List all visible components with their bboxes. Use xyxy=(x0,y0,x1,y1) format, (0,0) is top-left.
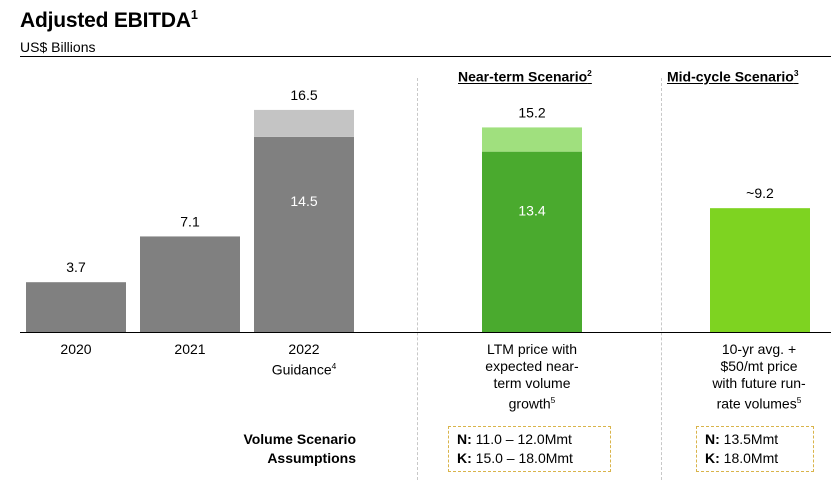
mid-cycle-assumptions-box: N: 13.5Mmt K: 18.0Mmt xyxy=(696,426,814,472)
title-rule xyxy=(20,56,831,57)
bar-2020-base xyxy=(26,282,126,332)
category-2022-guidance-text: Guidance xyxy=(271,361,332,378)
mid-n-key: N: xyxy=(705,431,720,447)
near-caption-growth-text: growth xyxy=(508,395,551,412)
mid-k-value: 18.0Mmt xyxy=(723,450,779,466)
mid-cycle-header-footnote: 3 xyxy=(793,68,799,78)
volume-scenario-line2: Assumptions xyxy=(267,450,356,466)
data-label-2022-base: 14.5 xyxy=(290,193,317,209)
page-title: Adjusted EBITDA1 xyxy=(20,8,198,33)
data-label-mid-cycle-total: ~9.2 xyxy=(746,185,774,201)
data-label-2020-total: 3.7 xyxy=(66,259,86,275)
mid-caption-line2: $50/mt price xyxy=(720,358,798,374)
category-2022-line2: Guidance4 xyxy=(240,358,368,379)
mid-k-key: K: xyxy=(705,450,720,466)
category-label-2022: 2022 Guidance4 xyxy=(240,341,368,379)
data-label-near-term-base: 13.4 xyxy=(518,203,545,219)
section-divider-right xyxy=(661,78,662,480)
mid-assumption-k: K: 18.0Mmt xyxy=(705,449,813,468)
near-term-header-footnote: 2 xyxy=(587,68,592,78)
bar-2022-base xyxy=(254,136,354,332)
category-2022-footnote: 4 xyxy=(331,361,337,371)
section-divider-left xyxy=(417,78,418,480)
category-label-mid-cycle: 10-yr avg. + $50/mt price with future ru… xyxy=(690,341,828,413)
near-k-key: K: xyxy=(457,450,472,466)
mid-caption-line3: with future run- xyxy=(712,375,806,391)
mid-n-value: 13.5Mmt xyxy=(723,431,779,447)
mid-caption-volumes-text: rate volumes xyxy=(716,395,797,412)
bar-near-term-base xyxy=(482,151,582,332)
near-caption-line4: growth5 xyxy=(460,392,604,413)
near-assumption-n: N: 11.0 – 12.0Mmt xyxy=(457,430,610,449)
mid-cycle-header-text: Mid-cycle Scenario xyxy=(667,68,794,85)
title-footnote: 1 xyxy=(190,8,198,22)
mid-caption-line1: 10-yr avg. + xyxy=(721,341,797,357)
near-caption-line1: LTM price with xyxy=(487,341,577,357)
near-k-value: 15.0 – 18.0Mmt xyxy=(475,450,573,466)
near-caption-line3: term volume xyxy=(493,375,571,391)
data-label-2021-total: 7.1 xyxy=(180,213,200,229)
near-term-header: Near-term Scenario2 xyxy=(458,68,592,85)
near-n-key: N: xyxy=(457,431,472,447)
category-label-2021: 2021 xyxy=(174,341,206,357)
data-label-near-term-total: 15.2 xyxy=(518,104,545,120)
mid-assumption-n: N: 13.5Mmt xyxy=(705,430,813,449)
bar-mid-cycle-base xyxy=(710,208,810,332)
near-term-header-text: Near-term Scenario xyxy=(458,68,588,85)
page-subtitle: US$ Billions xyxy=(20,39,96,55)
mid-caption-line4: rate volumes5 xyxy=(690,392,828,413)
near-assumption-k: K: 15.0 – 18.0Mmt xyxy=(457,449,610,468)
category-2022-line1: 2022 xyxy=(288,341,320,357)
data-label-2022-total: 16.5 xyxy=(290,87,317,103)
bar-near-term-increment xyxy=(482,127,582,152)
category-label-2020: 2020 xyxy=(60,341,92,357)
mid-caption-footnote: 5 xyxy=(796,395,802,405)
mid-cycle-header: Mid-cycle Scenario3 xyxy=(667,68,799,85)
near-caption-line2: expected near- xyxy=(485,358,579,374)
volume-scenario-label: Volume Scenario Assumptions xyxy=(196,430,356,468)
bar-2022-increment xyxy=(254,109,354,137)
volume-scenario-line1: Volume Scenario xyxy=(243,431,356,447)
bar-2021-base xyxy=(140,236,240,332)
category-label-near-term: LTM price with expected near- term volum… xyxy=(460,341,604,413)
near-n-value: 11.0 – 12.0Mmt xyxy=(475,431,572,447)
near-term-assumptions-box: N: 11.0 – 12.0Mmt K: 15.0 – 18.0Mmt xyxy=(448,426,611,472)
near-caption-footnote: 5 xyxy=(550,395,556,405)
title-text: Adjusted EBITDA xyxy=(20,9,191,32)
